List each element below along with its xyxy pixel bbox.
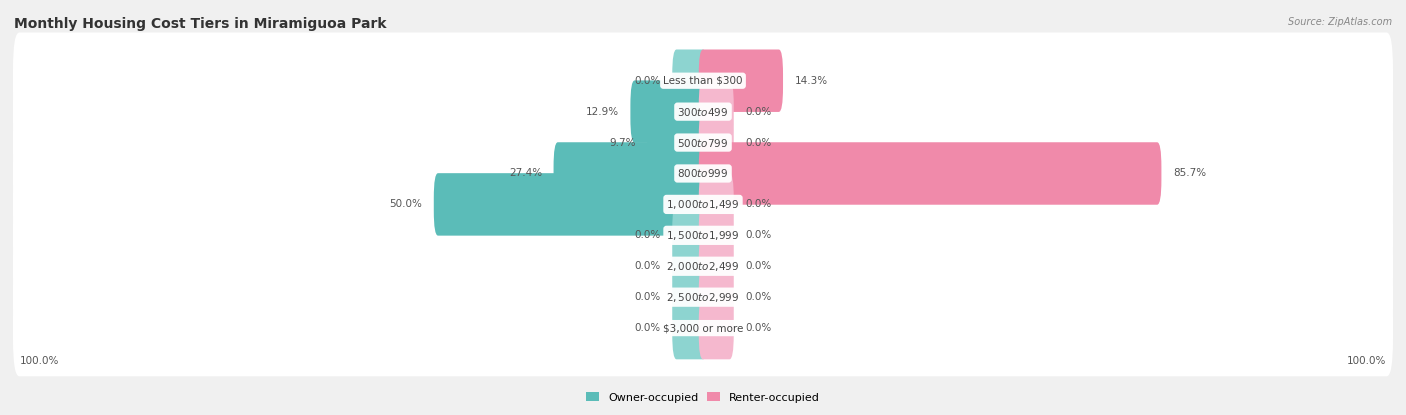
- Text: 0.0%: 0.0%: [634, 292, 661, 302]
- FancyBboxPatch shape: [672, 235, 707, 298]
- Text: 85.7%: 85.7%: [1173, 168, 1206, 178]
- Text: 0.0%: 0.0%: [745, 107, 772, 117]
- Text: 0.0%: 0.0%: [745, 323, 772, 333]
- FancyBboxPatch shape: [699, 111, 734, 174]
- Text: 50.0%: 50.0%: [389, 200, 422, 210]
- Text: $2,000 to $2,499: $2,000 to $2,499: [666, 260, 740, 273]
- FancyBboxPatch shape: [13, 187, 1393, 283]
- FancyBboxPatch shape: [699, 204, 734, 266]
- FancyBboxPatch shape: [13, 249, 1393, 345]
- FancyBboxPatch shape: [699, 235, 734, 298]
- Text: 0.0%: 0.0%: [634, 261, 661, 271]
- FancyBboxPatch shape: [672, 204, 707, 266]
- FancyBboxPatch shape: [672, 49, 707, 112]
- Text: 0.0%: 0.0%: [745, 137, 772, 148]
- Text: $1,000 to $1,499: $1,000 to $1,499: [666, 198, 740, 211]
- FancyBboxPatch shape: [13, 125, 1393, 222]
- Text: 0.0%: 0.0%: [745, 200, 772, 210]
- Text: 12.9%: 12.9%: [586, 107, 619, 117]
- FancyBboxPatch shape: [13, 32, 1393, 129]
- Text: 0.0%: 0.0%: [634, 323, 661, 333]
- FancyBboxPatch shape: [13, 94, 1393, 191]
- Text: 0.0%: 0.0%: [745, 230, 772, 240]
- Text: $500 to $799: $500 to $799: [678, 137, 728, 149]
- Text: 27.4%: 27.4%: [509, 168, 541, 178]
- Text: 0.0%: 0.0%: [634, 230, 661, 240]
- Legend: Owner-occupied, Renter-occupied: Owner-occupied, Renter-occupied: [581, 388, 825, 407]
- Text: Monthly Housing Cost Tiers in Miramiguoa Park: Monthly Housing Cost Tiers in Miramiguoa…: [14, 17, 387, 31]
- Text: $300 to $499: $300 to $499: [678, 106, 728, 117]
- Text: $2,500 to $2,999: $2,500 to $2,999: [666, 290, 740, 304]
- Text: Less than $300: Less than $300: [664, 76, 742, 86]
- Text: 9.7%: 9.7%: [609, 137, 636, 148]
- FancyBboxPatch shape: [13, 218, 1393, 315]
- Text: 100.0%: 100.0%: [1347, 356, 1386, 366]
- FancyBboxPatch shape: [13, 280, 1393, 376]
- FancyBboxPatch shape: [672, 297, 707, 359]
- Text: $800 to $999: $800 to $999: [678, 168, 728, 179]
- FancyBboxPatch shape: [699, 142, 1161, 205]
- Text: 0.0%: 0.0%: [745, 261, 772, 271]
- FancyBboxPatch shape: [699, 81, 734, 143]
- FancyBboxPatch shape: [434, 173, 707, 236]
- FancyBboxPatch shape: [699, 173, 734, 236]
- FancyBboxPatch shape: [699, 266, 734, 328]
- FancyBboxPatch shape: [13, 63, 1393, 160]
- Text: 0.0%: 0.0%: [634, 76, 661, 86]
- FancyBboxPatch shape: [554, 142, 707, 205]
- FancyBboxPatch shape: [672, 266, 707, 328]
- Text: $3,000 or more: $3,000 or more: [662, 323, 744, 333]
- Text: 0.0%: 0.0%: [745, 292, 772, 302]
- Text: Source: ZipAtlas.com: Source: ZipAtlas.com: [1288, 17, 1392, 27]
- Text: $1,500 to $1,999: $1,500 to $1,999: [666, 229, 740, 242]
- FancyBboxPatch shape: [13, 156, 1393, 253]
- FancyBboxPatch shape: [647, 111, 707, 174]
- FancyBboxPatch shape: [699, 49, 783, 112]
- Text: 100.0%: 100.0%: [20, 356, 59, 366]
- Text: 14.3%: 14.3%: [794, 76, 828, 86]
- FancyBboxPatch shape: [630, 81, 707, 143]
- FancyBboxPatch shape: [699, 297, 734, 359]
